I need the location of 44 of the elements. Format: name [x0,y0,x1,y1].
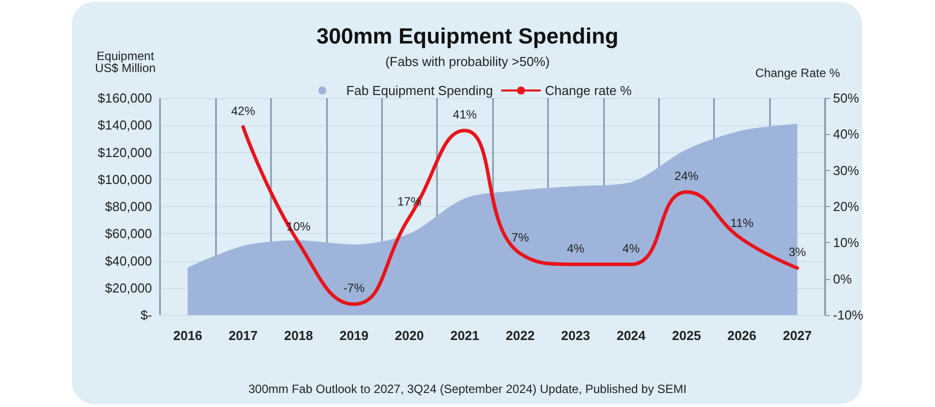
x-tick-label: 2016 [173,328,202,343]
y-tick-label: $120,000 [98,144,152,160]
x-tick-label: 2022 [506,328,535,343]
chart-subtitle: (Fabs with probability >50%) [385,54,550,69]
y-tick-label: $40,000 [105,253,152,268]
y-tick-label: $100,000 [98,172,152,187]
x-tick-label: 2017 [228,328,258,343]
legend-label: Fab Equipment Spending [346,83,493,98]
y2-tick-label: 30% [833,162,860,178]
x-tick-label: 2018 [284,328,314,343]
y-tick-label: $60,000 [105,226,152,242]
y2-axis-title: Change Rate % [755,66,840,80]
x-tick-label: 2020 [394,328,424,343]
y-tick-label: $160,000 [98,90,152,106]
x-tick-label: 2025 [672,328,701,343]
data-label: 3% [788,244,806,259]
data-label: 7% [512,230,530,245]
y2-tick-label: 0% [833,271,852,286]
y-tick-label: $140,000 [98,118,152,133]
y2-tick-label: 50% [833,90,860,106]
y2-tick-label: 20% [833,199,860,214]
y-axis-title: Equipment US$ Million [95,49,156,75]
data-label: 4% [566,241,585,256]
y2-tick-label: -10% [833,308,864,322]
x-tick-label: 2024 [616,328,646,343]
data-label: 41% [452,108,478,122]
data-label: 24% [674,169,699,184]
y-tick-label: $80,000 [105,199,152,214]
x-tick-label: 2026 [727,328,756,343]
x-tick-label: 2021 [450,328,480,343]
chart-title: 300mm Equipment Spending [316,24,618,48]
x-tick-label: 2027 [782,328,812,343]
x-tick-label: 2019 [339,328,368,343]
y-tick-label: $- [140,308,152,322]
data-label: 4% [622,241,640,256]
y2-tick-label: 40% [833,126,860,142]
x-tick-label: 2023 [561,328,590,343]
y-tick-label: $20,000 [105,280,152,296]
legend-label: Change rate % [544,83,632,98]
data-label: 42% [231,104,256,118]
data-label: 11% [730,216,754,230]
y2-tick-label: 10% [833,235,860,250]
data-label: -7% [343,281,365,296]
text: 300mm Fab Outlook to 2027, 3Q24 (September 2024) Update, Published by SEMI [248,382,687,396]
